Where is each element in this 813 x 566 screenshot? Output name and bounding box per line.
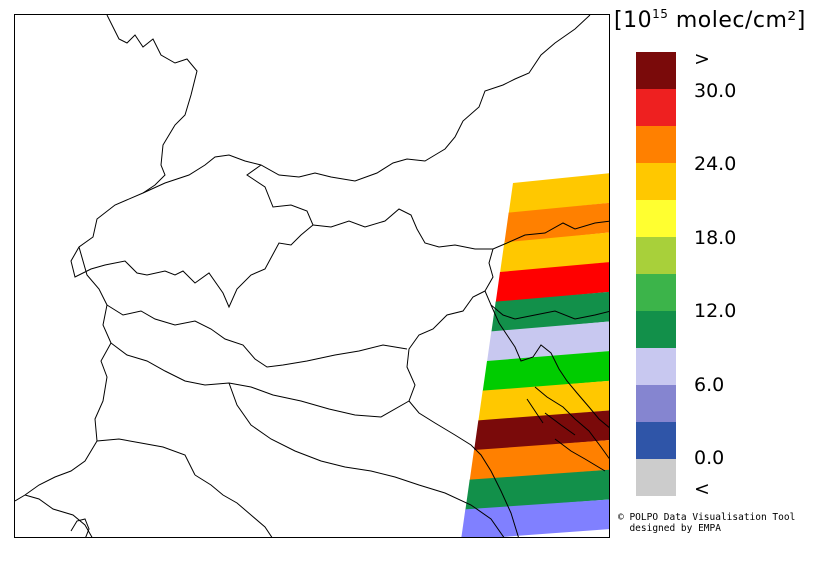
border-fr-ch-de <box>106 15 198 194</box>
legend-swatch <box>636 459 676 496</box>
legend-tick-label: 6.0 <box>694 374 725 396</box>
swath-stripe <box>500 232 609 273</box>
legend-tick-label: 18.0 <box>694 227 737 249</box>
swath-stripe <box>474 410 609 451</box>
legend-color-scale <box>636 52 676 496</box>
legend-swatch <box>636 126 676 163</box>
legend-tick-label: 30.0 <box>694 80 737 102</box>
coastline-croatia <box>490 304 609 428</box>
map-svg <box>15 15 609 537</box>
legend-swatch <box>636 89 676 126</box>
legend-swatch <box>636 200 676 237</box>
legend-swatch <box>636 237 676 274</box>
legend-tick-label: 12.0 <box>694 300 737 322</box>
border-italy-regions-4 <box>228 382 505 537</box>
swath-stripe <box>482 351 609 392</box>
legend-unit-label: [1015 molec/cm²] <box>614 7 806 33</box>
satellite-swath <box>461 173 609 537</box>
border-it-at <box>312 208 609 250</box>
coastline-tuscany <box>194 474 273 537</box>
legend-tick-label: > <box>694 48 710 70</box>
legend-swatch <box>636 163 676 200</box>
credit-text: © POLPO Data Visualisation Tool designed… <box>618 512 795 534</box>
legend-tick-label: < <box>694 478 710 500</box>
swath-stripe <box>465 469 609 511</box>
swath-stripe <box>478 380 609 422</box>
credit-line-2: designed by EMPA <box>618 523 721 534</box>
border-de-at <box>142 15 591 194</box>
border-italy-regions-3 <box>110 342 410 418</box>
legend-swatch <box>636 52 676 89</box>
legend-swatch <box>636 274 676 311</box>
coastline-italy-west <box>24 494 93 537</box>
legend-swatch <box>636 422 676 459</box>
swath-stripe <box>508 173 609 214</box>
border-it-si-hr <box>484 248 609 320</box>
swath-stripe <box>504 202 609 244</box>
legend-swatch <box>636 311 676 348</box>
credit-line-1: © POLPO Data Visualisation Tool <box>618 512 796 523</box>
unit-prefix: [10 <box>614 8 653 33</box>
unit-suffix: molec/cm²] <box>668 8 806 33</box>
unit-exponent: 15 <box>652 7 669 21</box>
country-borders <box>15 15 609 537</box>
swath-stripe <box>461 499 609 537</box>
legend-swatch <box>636 385 676 422</box>
legend-swatch <box>636 348 676 385</box>
border-fr-it <box>15 246 112 502</box>
swath-stripe <box>469 440 609 481</box>
coastline-corsica <box>70 518 90 537</box>
legend-tick-label: 24.0 <box>694 153 737 175</box>
border-ch <box>70 164 314 309</box>
swath-stripe <box>495 262 609 303</box>
map-panel <box>14 14 610 538</box>
border-italy-regions <box>106 304 408 368</box>
legend-tick-label: 0.0 <box>694 447 725 469</box>
coastline-islands <box>526 386 609 472</box>
border-italy-regions-2 <box>96 438 196 476</box>
